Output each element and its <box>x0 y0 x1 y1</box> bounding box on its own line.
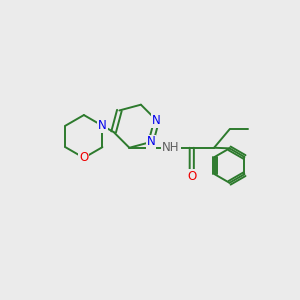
Text: NH: NH <box>162 141 180 154</box>
Text: O: O <box>187 170 196 183</box>
Text: N: N <box>152 114 161 127</box>
Text: N: N <box>98 119 107 132</box>
Text: O: O <box>79 152 88 164</box>
Text: N: N <box>146 136 155 148</box>
